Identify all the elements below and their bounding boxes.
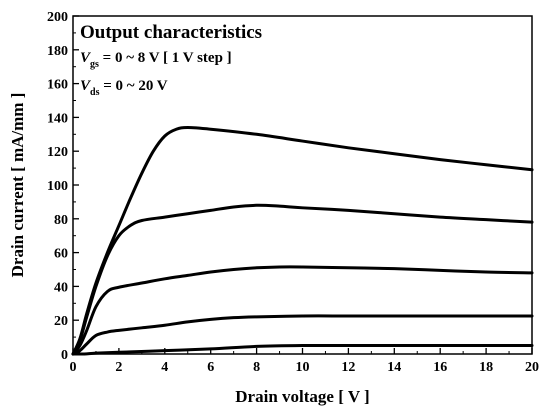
x-tick-label: 0: [70, 360, 77, 375]
x-tick-label: 2: [115, 360, 122, 375]
vgs-subscript: gs: [90, 59, 99, 70]
vgs-text: = 0 ~ 8 V [ 1 V step ]: [99, 50, 232, 66]
x-tick-label: 8: [253, 360, 260, 375]
vds-text: = 0 ~ 20 V: [99, 78, 167, 94]
series-line-3: [71, 265, 534, 356]
chart-title: Output characteristics: [80, 22, 262, 43]
y-axis-title: Drain current [ mA/mm ]: [8, 93, 27, 278]
series-line-2: [71, 314, 534, 356]
y-tick-label: 140: [47, 111, 68, 126]
vgs-symbol: V: [80, 50, 92, 66]
x-tick-label: 20: [525, 360, 539, 375]
plot-frame: [72, 15, 533, 355]
x-tick-label: 10: [296, 360, 310, 375]
x-axis-title: Drain voltage [ V ]: [235, 387, 369, 406]
series-line-5: [71, 126, 534, 356]
x-tick-label: 6: [207, 360, 214, 375]
y-tick-label: 80: [54, 213, 68, 228]
y-tick-label: 40: [54, 280, 68, 295]
y-tick-label: 120: [47, 145, 68, 160]
y-tick-label: 160: [47, 78, 68, 93]
x-tick-label: 4: [161, 360, 168, 375]
y-tick-label: 20: [54, 314, 68, 329]
vgs-annotation: Vgs = 0 ~ 8 V [ 1 V step ]: [80, 50, 232, 70]
x-tick-label: 12: [341, 360, 355, 375]
vds-symbol: V: [80, 78, 92, 94]
series-line-4: [71, 203, 534, 356]
x-tick-label: 18: [479, 360, 493, 375]
y-tick-label: 100: [47, 179, 68, 194]
x-tick-label: 16: [433, 360, 447, 375]
vds-subscript: ds: [90, 87, 100, 98]
vds-annotation: Vds = 0 ~ 20 V: [80, 78, 168, 98]
y-tick-label: 200: [47, 10, 68, 25]
y-tick-label: 0: [61, 348, 68, 363]
y-tick-label: 180: [47, 44, 68, 59]
y-tick-label: 60: [54, 247, 68, 262]
x-tick-label: 14: [387, 360, 401, 375]
